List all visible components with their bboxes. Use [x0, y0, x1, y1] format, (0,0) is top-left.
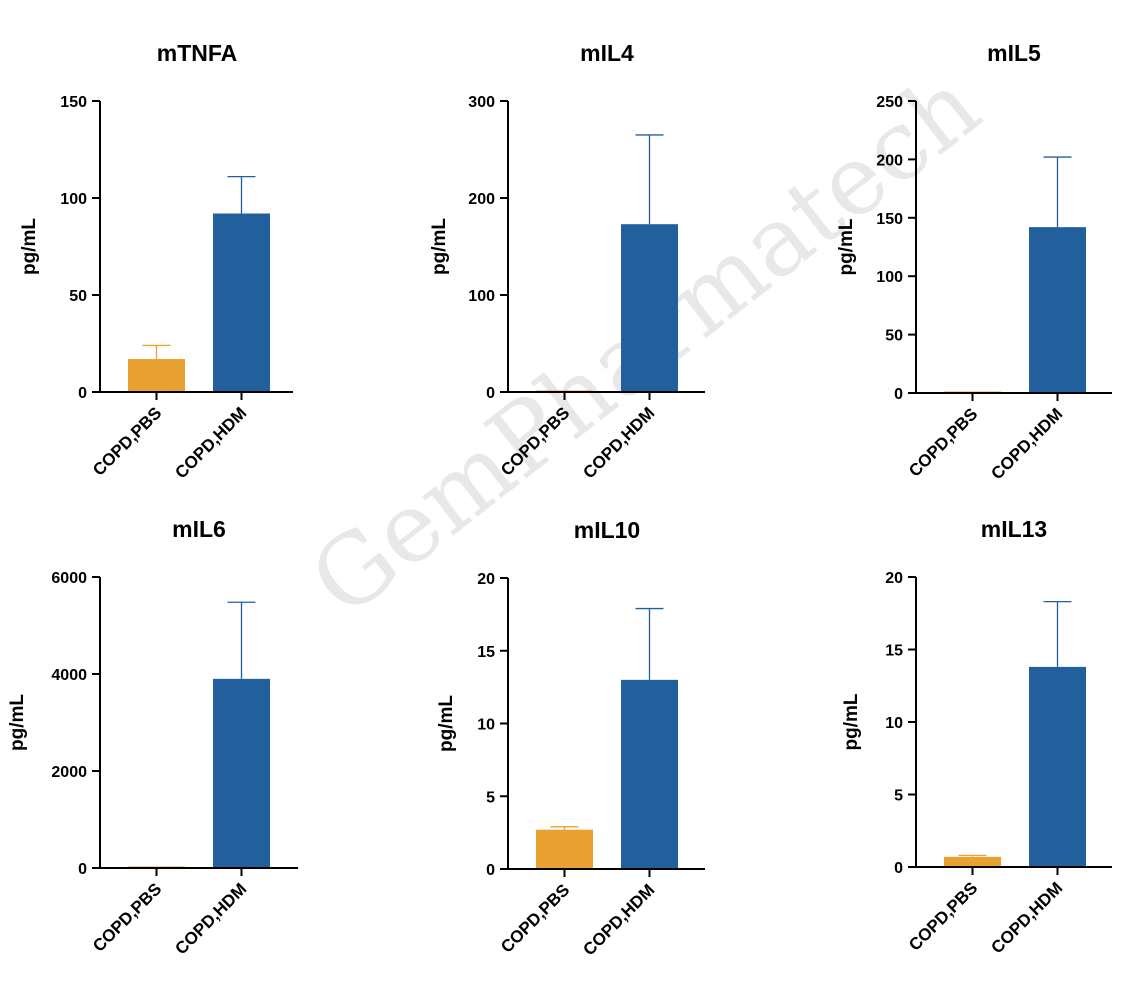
y-tick-label: 150	[60, 94, 87, 111]
y-tick-label: 100	[60, 191, 87, 208]
category-label: COPD,HDM	[987, 878, 1066, 957]
bar	[536, 829, 593, 869]
y-tick-label: 15	[885, 643, 903, 660]
y-tick-label: 5	[486, 789, 495, 806]
y-tick-label: 200	[876, 152, 903, 169]
y-axis-label: pg/mL	[7, 694, 28, 751]
y-tick-label: 300	[468, 94, 495, 111]
y-axis-label: pg/mL	[19, 218, 40, 275]
y-tick-label: 200	[468, 191, 495, 208]
bar	[213, 213, 270, 392]
y-tick-label: 10	[477, 717, 495, 734]
chart-mil6: mIL6 pg/mL COPD,PBS COPD,HDM 0 2000 4000 6000	[7, 516, 298, 958]
y-tick-label: 10	[885, 715, 903, 732]
chart-title: mTNFA	[157, 40, 238, 66]
category-label: COPD,HDM	[987, 404, 1066, 483]
chart-mtnfa: mTNFA pg/mL COPD,PBS COPD,HDM 0 50 100 150	[19, 40, 293, 482]
y-tick-label: 250	[876, 94, 903, 111]
y-tick-label: 0	[486, 862, 495, 879]
category-label: COPD,HDM	[171, 879, 250, 958]
chart-title: mIL10	[574, 517, 640, 543]
chart-mil13: mIL13 pg/mL COPD,PBS COPD,HDM 0 5 10 15 20	[841, 516, 1112, 957]
category-label: COPD,PBS	[497, 880, 573, 956]
bar	[621, 224, 678, 392]
y-tick-label: 6000	[51, 570, 87, 587]
chart-title: mIL13	[981, 516, 1047, 542]
category-label: COPD,HDM	[579, 880, 658, 959]
y-tick-label: 5	[894, 788, 903, 805]
y-tick-label: 4000	[51, 667, 87, 684]
y-tick-label: 50	[69, 288, 87, 305]
category-label: COPD,HDM	[171, 403, 250, 482]
y-tick-label: 0	[894, 860, 903, 877]
bar	[621, 679, 678, 869]
bar	[128, 359, 185, 392]
chart-title: mIL5	[987, 40, 1041, 66]
category-label: COPD,PBS	[89, 879, 165, 955]
y-axis-label: pg/mL	[429, 218, 450, 275]
y-tick-label: 0	[78, 385, 87, 402]
y-tick-label: 20	[477, 571, 495, 588]
y-tick-label: 2000	[51, 764, 87, 781]
y-tick-label: 150	[876, 211, 903, 228]
y-tick-label: 0	[486, 385, 495, 402]
bar	[1029, 666, 1086, 867]
y-axis-label: pg/mL	[836, 218, 857, 275]
bar	[213, 678, 270, 868]
y-tick-label: 0	[78, 861, 87, 878]
y-axis-label: pg/mL	[436, 695, 457, 752]
y-tick-label: 20	[885, 570, 903, 587]
y-tick-label: 0	[894, 386, 903, 403]
category-label: COPD,PBS	[905, 404, 981, 480]
chart-title: mIL4	[580, 40, 634, 66]
y-tick-label: 100	[876, 269, 903, 286]
y-tick-label: 50	[885, 328, 903, 345]
y-tick-label: 100	[468, 288, 495, 305]
y-axis-label: pg/mL	[841, 693, 862, 750]
bar	[944, 856, 1001, 867]
chart-title: mIL6	[172, 516, 226, 542]
chart-mil10: mIL10 pg/mL COPD,PBS COPD,HDM 0 5 10 15 20	[436, 517, 705, 959]
bar	[1029, 227, 1086, 393]
y-tick-label: 15	[477, 644, 495, 661]
category-label: COPD,PBS	[905, 878, 981, 954]
category-label: COPD,PBS	[89, 403, 165, 479]
